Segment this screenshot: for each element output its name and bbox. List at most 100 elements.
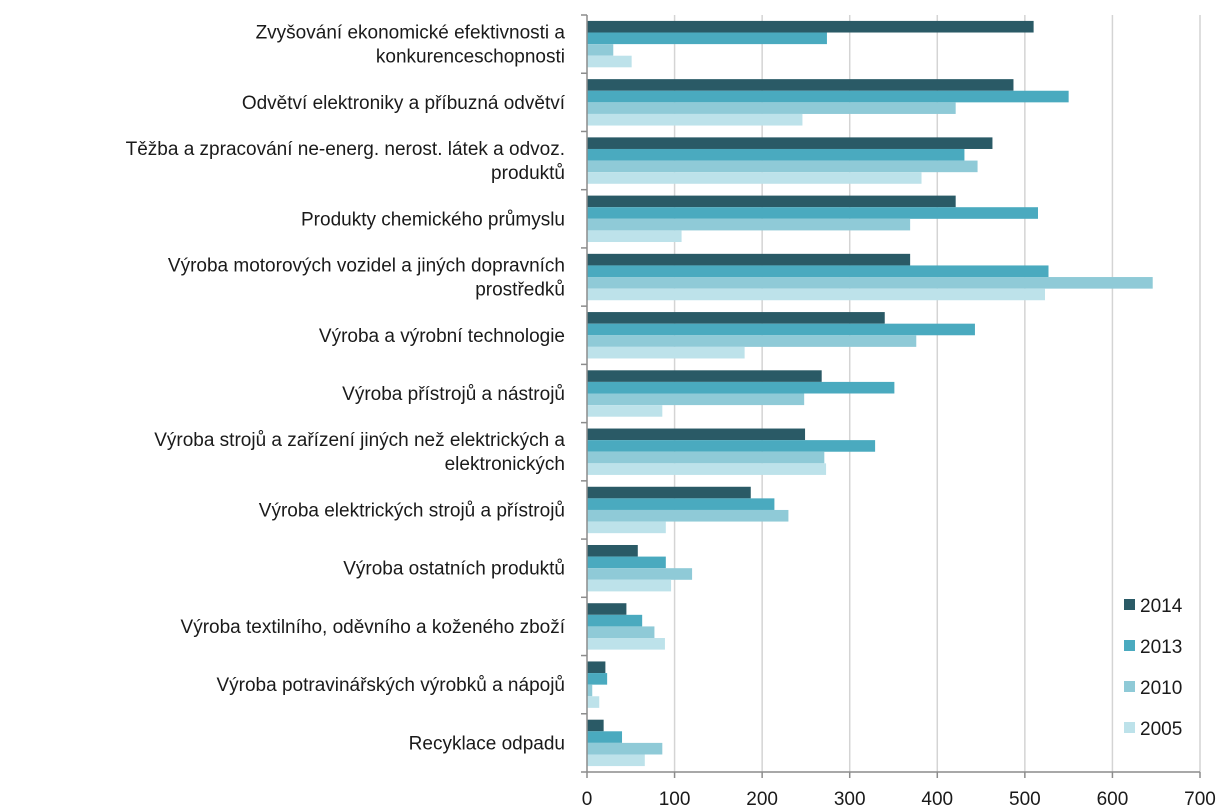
bar-2013-6: [587, 381, 895, 394]
bars: [587, 20, 1153, 767]
bar-2010-1: [587, 102, 956, 114]
bar-2005-12: [587, 754, 645, 767]
bar-2014-0: [587, 20, 1034, 33]
category-label-line: Výroba ostatních produktů: [343, 559, 565, 580]
bar-2005-4: [587, 288, 1045, 301]
bar-2013-12: [587, 731, 623, 743]
category-label-line: Recyklace odpadu: [409, 733, 565, 754]
category-label-line: Výroba textilního, oděvního a koženého z…: [181, 617, 566, 638]
bar-2014-12: [587, 719, 604, 732]
legend-label-2014: 2014: [1140, 596, 1183, 617]
bar-2014-3: [587, 195, 956, 208]
bar-2005-0: [587, 55, 632, 68]
bar-2010-3: [587, 218, 911, 231]
category-label: Výroba a výrobní technologie: [319, 326, 565, 347]
bar-2014-5: [587, 312, 885, 324]
category-label-line: Odvětví elektroniky a příbuzná odvětví: [242, 93, 566, 114]
bar-2010-5: [587, 335, 917, 347]
bar-2010-10: [587, 626, 655, 639]
legend: 2014 2013 2010 2005: [1124, 596, 1183, 740]
bar-2005-2: [587, 172, 922, 184]
bar-2010-6: [587, 393, 805, 406]
category-label: Výroba textilního, oděvního a koženého z…: [181, 617, 566, 638]
bar-2013-7: [587, 440, 876, 452]
bar-2010-9: [587, 568, 693, 580]
category-label: Výroba potravinářských výrobků a nápojů: [216, 675, 565, 696]
bar-2014-10: [587, 603, 627, 615]
bar-2014-8: [587, 486, 751, 499]
category-label: Výroba motorových vozidel a jiných dopra…: [168, 256, 565, 301]
bar-2005-1: [587, 113, 803, 126]
category-label-line: Výroba a výrobní technologie: [319, 326, 565, 347]
x-tick-label: 200: [746, 789, 778, 810]
bar-2013-3: [587, 207, 1038, 219]
x-tick-labels: 0 100 200 300 400 500 600 700: [582, 789, 1216, 810]
category-label: Produkty chemického průmyslu: [301, 209, 565, 230]
legend-swatch-2010: [1124, 681, 1135, 692]
category-label-line: Těžba a zpracování ne-energ. nerost. lát…: [126, 139, 565, 160]
category-label-line: Výroba motorových vozidel a jiných dopra…: [168, 256, 565, 277]
category-label-line: produktů: [491, 163, 565, 184]
bar-2014-6: [587, 370, 822, 382]
legend-swatch-2013: [1124, 640, 1135, 651]
bar-2013-9: [587, 556, 666, 569]
bar-2013-8: [587, 498, 775, 510]
category-label-line: Výroba potravinářských výrobků a nápojů: [216, 675, 565, 696]
category-label-line: Produkty chemického průmyslu: [301, 209, 565, 230]
category-label: Výroba ostatních produktů: [343, 559, 565, 580]
category-label: Výroba strojů a zařízení jiných než elek…: [154, 430, 565, 475]
category-label: Zvyšování ekonomické efektivnosti a konku…: [256, 23, 566, 68]
x-tick-label: 300: [834, 789, 866, 810]
bar-2013-5: [587, 323, 975, 336]
category-labels: Zvyšování ekonomické efektivnosti a konku…: [126, 23, 566, 755]
bar-2005-10: [587, 638, 665, 650]
category-label-line: Výroba přístrojů a nástrojů: [342, 384, 565, 405]
x-tick-label: 400: [921, 789, 953, 810]
bar-2013-2: [587, 148, 965, 161]
bar-2010-0: [587, 44, 614, 56]
bar-2010-7: [587, 451, 825, 464]
bar-2005-11: [587, 696, 600, 708]
legend-label-2013: 2013: [1140, 637, 1182, 658]
category-label-line: Zvyšování ekonomické efektivnosti a: [256, 23, 566, 44]
category-label: Těžba a zpracování ne-energ. nerost. lát…: [126, 139, 565, 184]
category-label-line: prostředků: [475, 280, 565, 301]
category-label-line: konkurenceschopnosti: [376, 47, 565, 68]
bar-2013-0: [587, 32, 827, 45]
bar-2005-7: [587, 463, 827, 475]
bar-2005-6: [587, 405, 663, 417]
category-label: Výroba přístrojů a nástrojů: [342, 384, 565, 405]
bar-2005-9: [587, 579, 672, 592]
legend-swatch-2014: [1124, 599, 1135, 610]
bar-2010-2: [587, 160, 978, 173]
x-tick-label: 0: [582, 789, 593, 810]
category-label: Recyklace odpadu: [409, 733, 565, 754]
x-tick-label: 600: [1097, 789, 1129, 810]
category-label: Odvětví elektroniky a příbuzná odvětví: [242, 93, 566, 114]
bar-2014-1: [587, 79, 1014, 91]
x-tick-label: 100: [659, 789, 691, 810]
category-label: Výroba elektrických strojů a přístrojů: [259, 500, 565, 521]
bar-2013-1: [587, 90, 1069, 103]
bar-2013-4: [587, 265, 1049, 278]
legend-swatch-2005: [1124, 722, 1135, 733]
category-label-line: Výroba elektrických strojů a přístrojů: [259, 500, 565, 521]
x-tick-label: 500: [1009, 789, 1041, 810]
x-tick-label: 700: [1184, 789, 1216, 810]
bar-2010-11: [587, 684, 593, 697]
bar-2014-2: [587, 137, 993, 149]
legend-label-2010: 2010: [1140, 678, 1182, 699]
bar-2014-7: [587, 428, 806, 441]
category-label-line: Výroba strojů a zařízení jiných než elek…: [154, 430, 565, 451]
bar-2014-4: [587, 253, 911, 266]
category-label-line: elektronických: [445, 454, 565, 475]
bar-2014-11: [587, 661, 606, 674]
bar-2010-4: [587, 277, 1153, 289]
bar-2005-5: [587, 346, 745, 359]
bar-2013-10: [587, 614, 643, 627]
legend-label-2005: 2005: [1140, 719, 1182, 740]
bar-2014-9: [587, 544, 638, 557]
bar-2005-8: [587, 521, 666, 534]
bar-2013-11: [587, 673, 608, 685]
